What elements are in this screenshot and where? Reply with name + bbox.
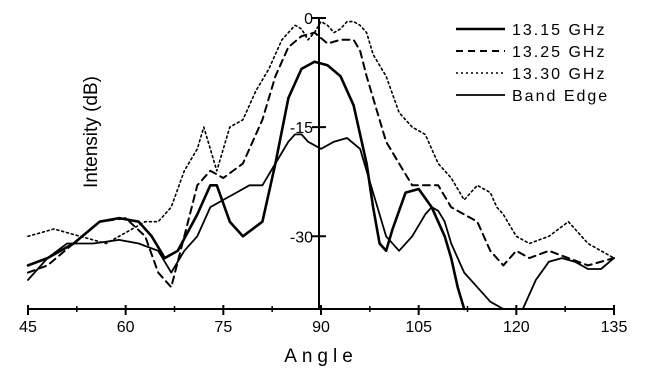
- x-tick-label: 135: [601, 319, 628, 336]
- y-tick-label: 0: [304, 11, 313, 28]
- x-tick-label: 45: [19, 319, 37, 336]
- series-line-3: [27, 133, 511, 310]
- y-ticks: 0 -15 -30: [290, 11, 326, 246]
- y-tick-label: -30: [290, 229, 313, 246]
- legend-label-1: 13.25 GHz: [512, 44, 606, 61]
- legend-label-0: 13.15 GHz: [512, 22, 606, 39]
- legend: 13.15 GHz 13.25 GHz 13.30 GHz Band Edge: [456, 22, 609, 105]
- x-tick-label: 60: [117, 319, 135, 336]
- series-line-4: [521, 257, 615, 310]
- plot-area: 45 60 75 90 105 120 135 0 -15 -30: [19, 11, 627, 336]
- y-axis-title: Intensity (dB): [81, 76, 102, 188]
- y-tick-label: -15: [290, 120, 313, 137]
- series-line-1: [27, 31, 615, 289]
- legend-label-2: 13.30 GHz: [512, 66, 606, 83]
- x-tick-label: 120: [503, 319, 530, 336]
- x-axis-title: Angle: [284, 346, 358, 367]
- x-ticks: 45 60 75 90 105 120 135: [19, 305, 627, 336]
- x-tick-label: 90: [312, 319, 330, 336]
- series-line-0: [26, 60, 466, 311]
- legend-label-3: Band Edge: [512, 88, 609, 105]
- series-lines: [26, 20, 615, 311]
- x-tick-label: 105: [405, 319, 432, 336]
- x-tick-label: 75: [214, 319, 232, 336]
- series-line-2: [27, 20, 615, 259]
